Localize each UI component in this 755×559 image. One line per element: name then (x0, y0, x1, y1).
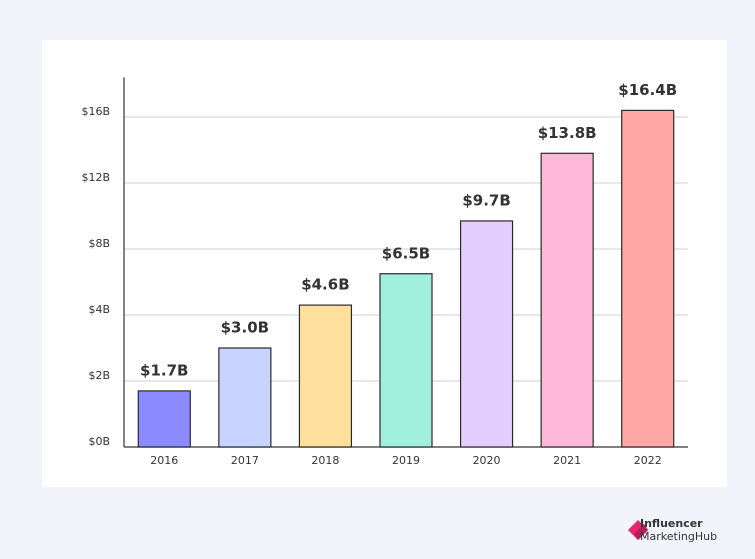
y-tick-label: $4B (88, 303, 110, 316)
bar (137, 390, 191, 448)
y-tick-label: $2B (88, 369, 110, 382)
value-label: $9.7B (462, 191, 510, 209)
value-label: $4.6B (301, 276, 349, 294)
value-label: $6.5B (382, 244, 430, 262)
bar (459, 220, 514, 448)
value-label: $16.4B (618, 81, 677, 99)
value-label: $1.7B (140, 361, 188, 379)
x-tick-label: 2018 (311, 454, 339, 467)
bar (621, 109, 675, 448)
x-tick-label: 2019 (392, 454, 420, 467)
y-tick-label: $8B (88, 237, 110, 250)
value-label: $3.0B (221, 319, 269, 337)
x-tick-label: 2022 (634, 454, 662, 467)
logo-icon-shade (634, 524, 648, 540)
bar (218, 347, 272, 448)
bar (298, 304, 353, 448)
x-tick-label: 2021 (553, 454, 581, 467)
x-tick-label: 2016 (150, 454, 178, 467)
y-tick-label: $16B (81, 105, 110, 118)
y-tick-label: $0B (88, 435, 110, 448)
logo-text: Influencer (640, 517, 703, 530)
logo-text: MarketingHub (640, 530, 717, 543)
x-tick-label: 2017 (231, 454, 259, 467)
bar (379, 273, 433, 448)
logo: Influencer MarketingHub (628, 517, 717, 543)
bar (540, 152, 594, 448)
value-label: $13.8B (538, 124, 597, 142)
y-tick-label: $12B (81, 171, 110, 184)
x-tick-label: 2020 (473, 454, 501, 467)
